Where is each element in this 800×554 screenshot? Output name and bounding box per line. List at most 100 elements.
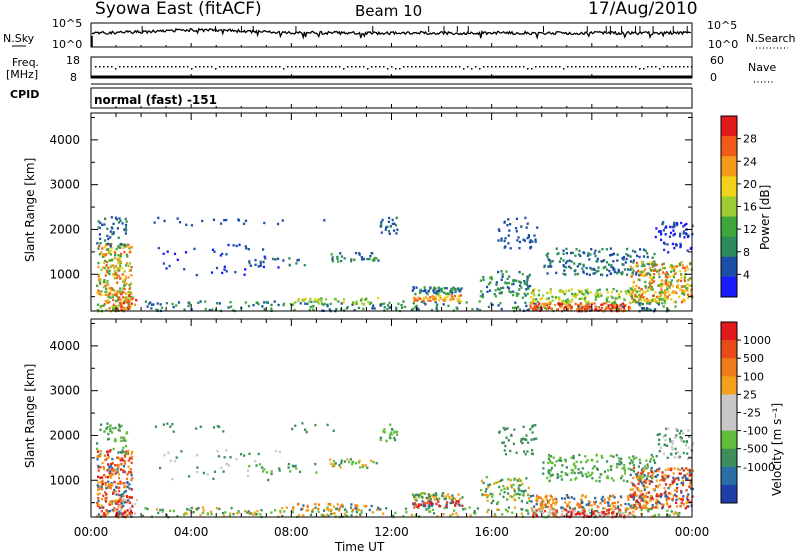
power-cell xyxy=(691,224,694,228)
power-cell xyxy=(566,260,569,263)
velocity-cell xyxy=(129,468,132,471)
power-cell xyxy=(255,301,258,304)
velocity-cell xyxy=(302,514,305,517)
power-cell xyxy=(481,295,484,299)
power-cell xyxy=(639,295,642,298)
power-cell xyxy=(648,266,652,270)
power-cell xyxy=(563,302,566,305)
velocity-cell xyxy=(216,424,219,428)
power-cell xyxy=(548,259,551,262)
power-cell xyxy=(683,289,686,293)
power-cell xyxy=(229,305,233,308)
power-cell xyxy=(518,240,522,244)
velocity-cell xyxy=(680,501,683,505)
power-cell xyxy=(590,268,593,271)
velocity-cell xyxy=(620,462,623,465)
power-cell xyxy=(653,308,656,312)
velocity-cell xyxy=(554,512,557,516)
power-cell xyxy=(417,296,420,299)
power-cell xyxy=(629,260,633,263)
velocity-cell xyxy=(679,436,682,439)
velocity-cell xyxy=(641,467,644,470)
power-cell xyxy=(595,270,598,273)
velocity-cell xyxy=(509,449,512,453)
velocity-cell xyxy=(294,424,297,427)
velocity-cell xyxy=(626,513,629,517)
velocity-cell xyxy=(352,461,355,464)
power-cell xyxy=(235,244,238,248)
power-cell xyxy=(673,221,676,225)
velocity-cell xyxy=(686,472,689,476)
velocity-cell xyxy=(638,502,641,505)
velocity-cell xyxy=(640,469,643,472)
velocity-cell xyxy=(130,455,133,458)
power-cell xyxy=(650,280,653,283)
velocity-cell xyxy=(632,457,636,461)
velocity-cell xyxy=(648,508,651,511)
velocity-cell xyxy=(183,513,186,516)
velocity-cell xyxy=(317,510,320,513)
power-cell xyxy=(507,234,510,237)
velocity-cell xyxy=(570,512,573,515)
power-cell xyxy=(609,254,612,257)
velocity-cell xyxy=(637,482,640,486)
velocity-cell xyxy=(107,510,110,513)
velocity-cell xyxy=(671,448,674,451)
velocity-cell xyxy=(329,503,332,506)
power-cell xyxy=(616,305,619,309)
power-cell xyxy=(515,294,519,298)
power-cell xyxy=(446,292,449,296)
power-cell xyxy=(546,252,550,255)
power-cell xyxy=(589,305,592,308)
velocity-cell xyxy=(535,509,538,512)
power-cell xyxy=(529,306,532,310)
nave-point xyxy=(295,66,297,68)
velocity-cell xyxy=(638,490,641,493)
velocity-cell xyxy=(547,501,550,504)
power-cell xyxy=(282,259,285,262)
power-cell xyxy=(659,285,662,288)
power-cell xyxy=(190,224,194,227)
velocity-cell xyxy=(634,505,637,508)
power-cell xyxy=(558,290,561,293)
power-cell xyxy=(649,273,652,276)
noise-search-tick-high: 10^5 xyxy=(707,19,737,32)
power-cell xyxy=(663,242,666,245)
velocity-cell xyxy=(110,467,114,471)
velocity-cell xyxy=(101,482,104,486)
power-cell xyxy=(657,299,660,302)
power-panel-frame xyxy=(90,112,693,312)
velocity-cell xyxy=(651,455,654,459)
power-cell xyxy=(584,305,587,308)
power-cell xyxy=(127,276,130,279)
power-cell xyxy=(610,303,613,307)
velocity-cell xyxy=(675,498,678,501)
power-cell xyxy=(680,261,683,264)
power-cell xyxy=(316,300,319,303)
power-cell xyxy=(631,249,635,253)
velocity-cell xyxy=(188,475,191,478)
power-cell xyxy=(635,273,638,276)
power-cell xyxy=(458,294,461,298)
power-cell xyxy=(125,253,129,257)
power-cell xyxy=(437,286,440,289)
power-cell xyxy=(395,308,398,311)
power-cell xyxy=(503,239,506,243)
power-cell xyxy=(262,260,265,264)
power-cell xyxy=(636,301,639,304)
velocity-cell xyxy=(534,508,537,511)
power-cell xyxy=(664,272,667,276)
power-cell xyxy=(431,296,434,300)
velocity-cell xyxy=(663,492,666,495)
velocity-cell xyxy=(512,442,515,446)
velocity-cell xyxy=(677,514,680,517)
power-cell xyxy=(562,272,565,276)
velocity-cell xyxy=(549,461,552,464)
power-cell xyxy=(171,302,174,306)
power-cell xyxy=(567,299,571,303)
velocity-cell xyxy=(497,500,500,504)
power-cell xyxy=(216,302,219,305)
power-cell xyxy=(527,276,530,279)
power-cell xyxy=(105,290,108,293)
velocity-cell xyxy=(691,441,695,445)
